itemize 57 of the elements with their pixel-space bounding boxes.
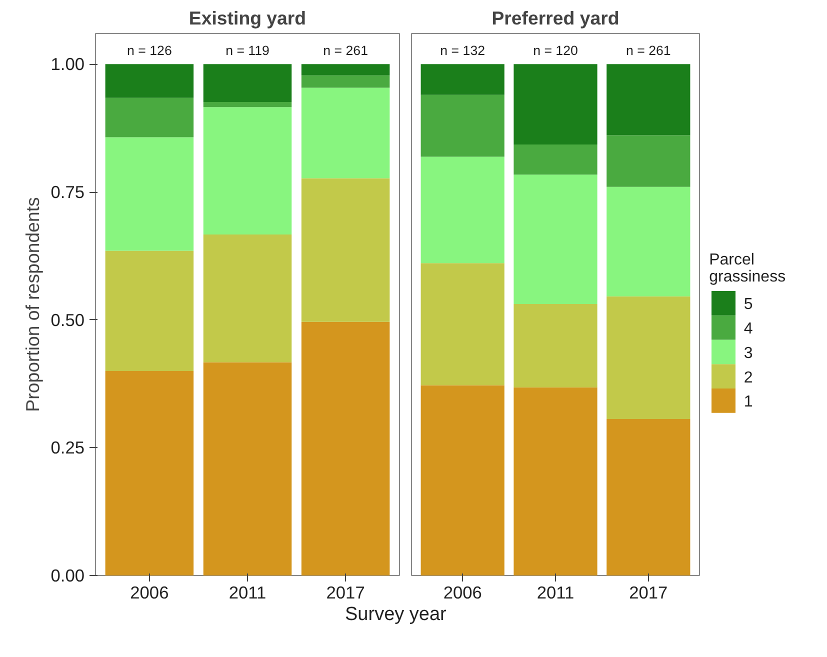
annotation: n = 261 [626,43,671,58]
bar [301,178,390,322]
bar [301,88,390,178]
y-tick-label: 1.00 [50,54,85,74]
chart-title: Existing yard [188,8,306,28]
bar [203,234,292,362]
bar [203,102,292,108]
bar [514,64,598,144]
bar [606,64,690,136]
y-axis-title: Proportion of respondents [22,197,43,412]
annotation: n = 261 [323,43,368,58]
bar [203,107,292,234]
bar [301,75,390,88]
bar [606,135,690,187]
bar [105,370,194,576]
y-tick-label: 0.50 [50,310,85,330]
bar [420,64,504,95]
chart-title: Preferred yard [492,8,620,28]
annotation: n = 120 [533,43,578,58]
legend-label: 3 [744,344,753,362]
x-tick-label: 2017 [326,582,365,602]
x-tick-label: 2017 [629,582,668,602]
bar [514,387,598,576]
bar [420,156,504,264]
y-tick-label: 0.75 [50,182,85,202]
x-tick-label: 2006 [443,582,482,602]
bar [203,362,292,576]
legend-label: 5 [744,296,753,314]
bar [514,304,598,388]
bar [514,174,598,304]
legend-title: Parcel grassiness [709,252,786,286]
bar [606,296,690,420]
legend-label: 4 [744,320,753,338]
bar [105,64,194,98]
x-tick-label: 2006 [130,582,169,602]
x-tick-label: 2011 [536,582,574,602]
bar [606,419,690,576]
y-tick-label: 0.25 [50,438,85,458]
bar [105,250,194,371]
bar [420,263,504,386]
bar [606,186,690,296]
annotation: n = 132 [440,43,486,58]
bar [420,385,504,576]
y-tick-label: 0.00 [50,566,85,586]
bar [105,137,194,251]
x-axis-title: Survey year [345,603,446,627]
bar [420,94,504,157]
bar [301,322,390,576]
annotation: n = 126 [127,43,172,58]
annotation: n = 119 [226,43,270,58]
bar [301,64,390,76]
x-tick-label: 2011 [228,582,266,602]
legend-label: 2 [744,369,753,386]
legend-label: 1 [744,394,753,411]
bar [514,144,598,175]
bar [105,98,194,138]
bar [203,64,292,102]
